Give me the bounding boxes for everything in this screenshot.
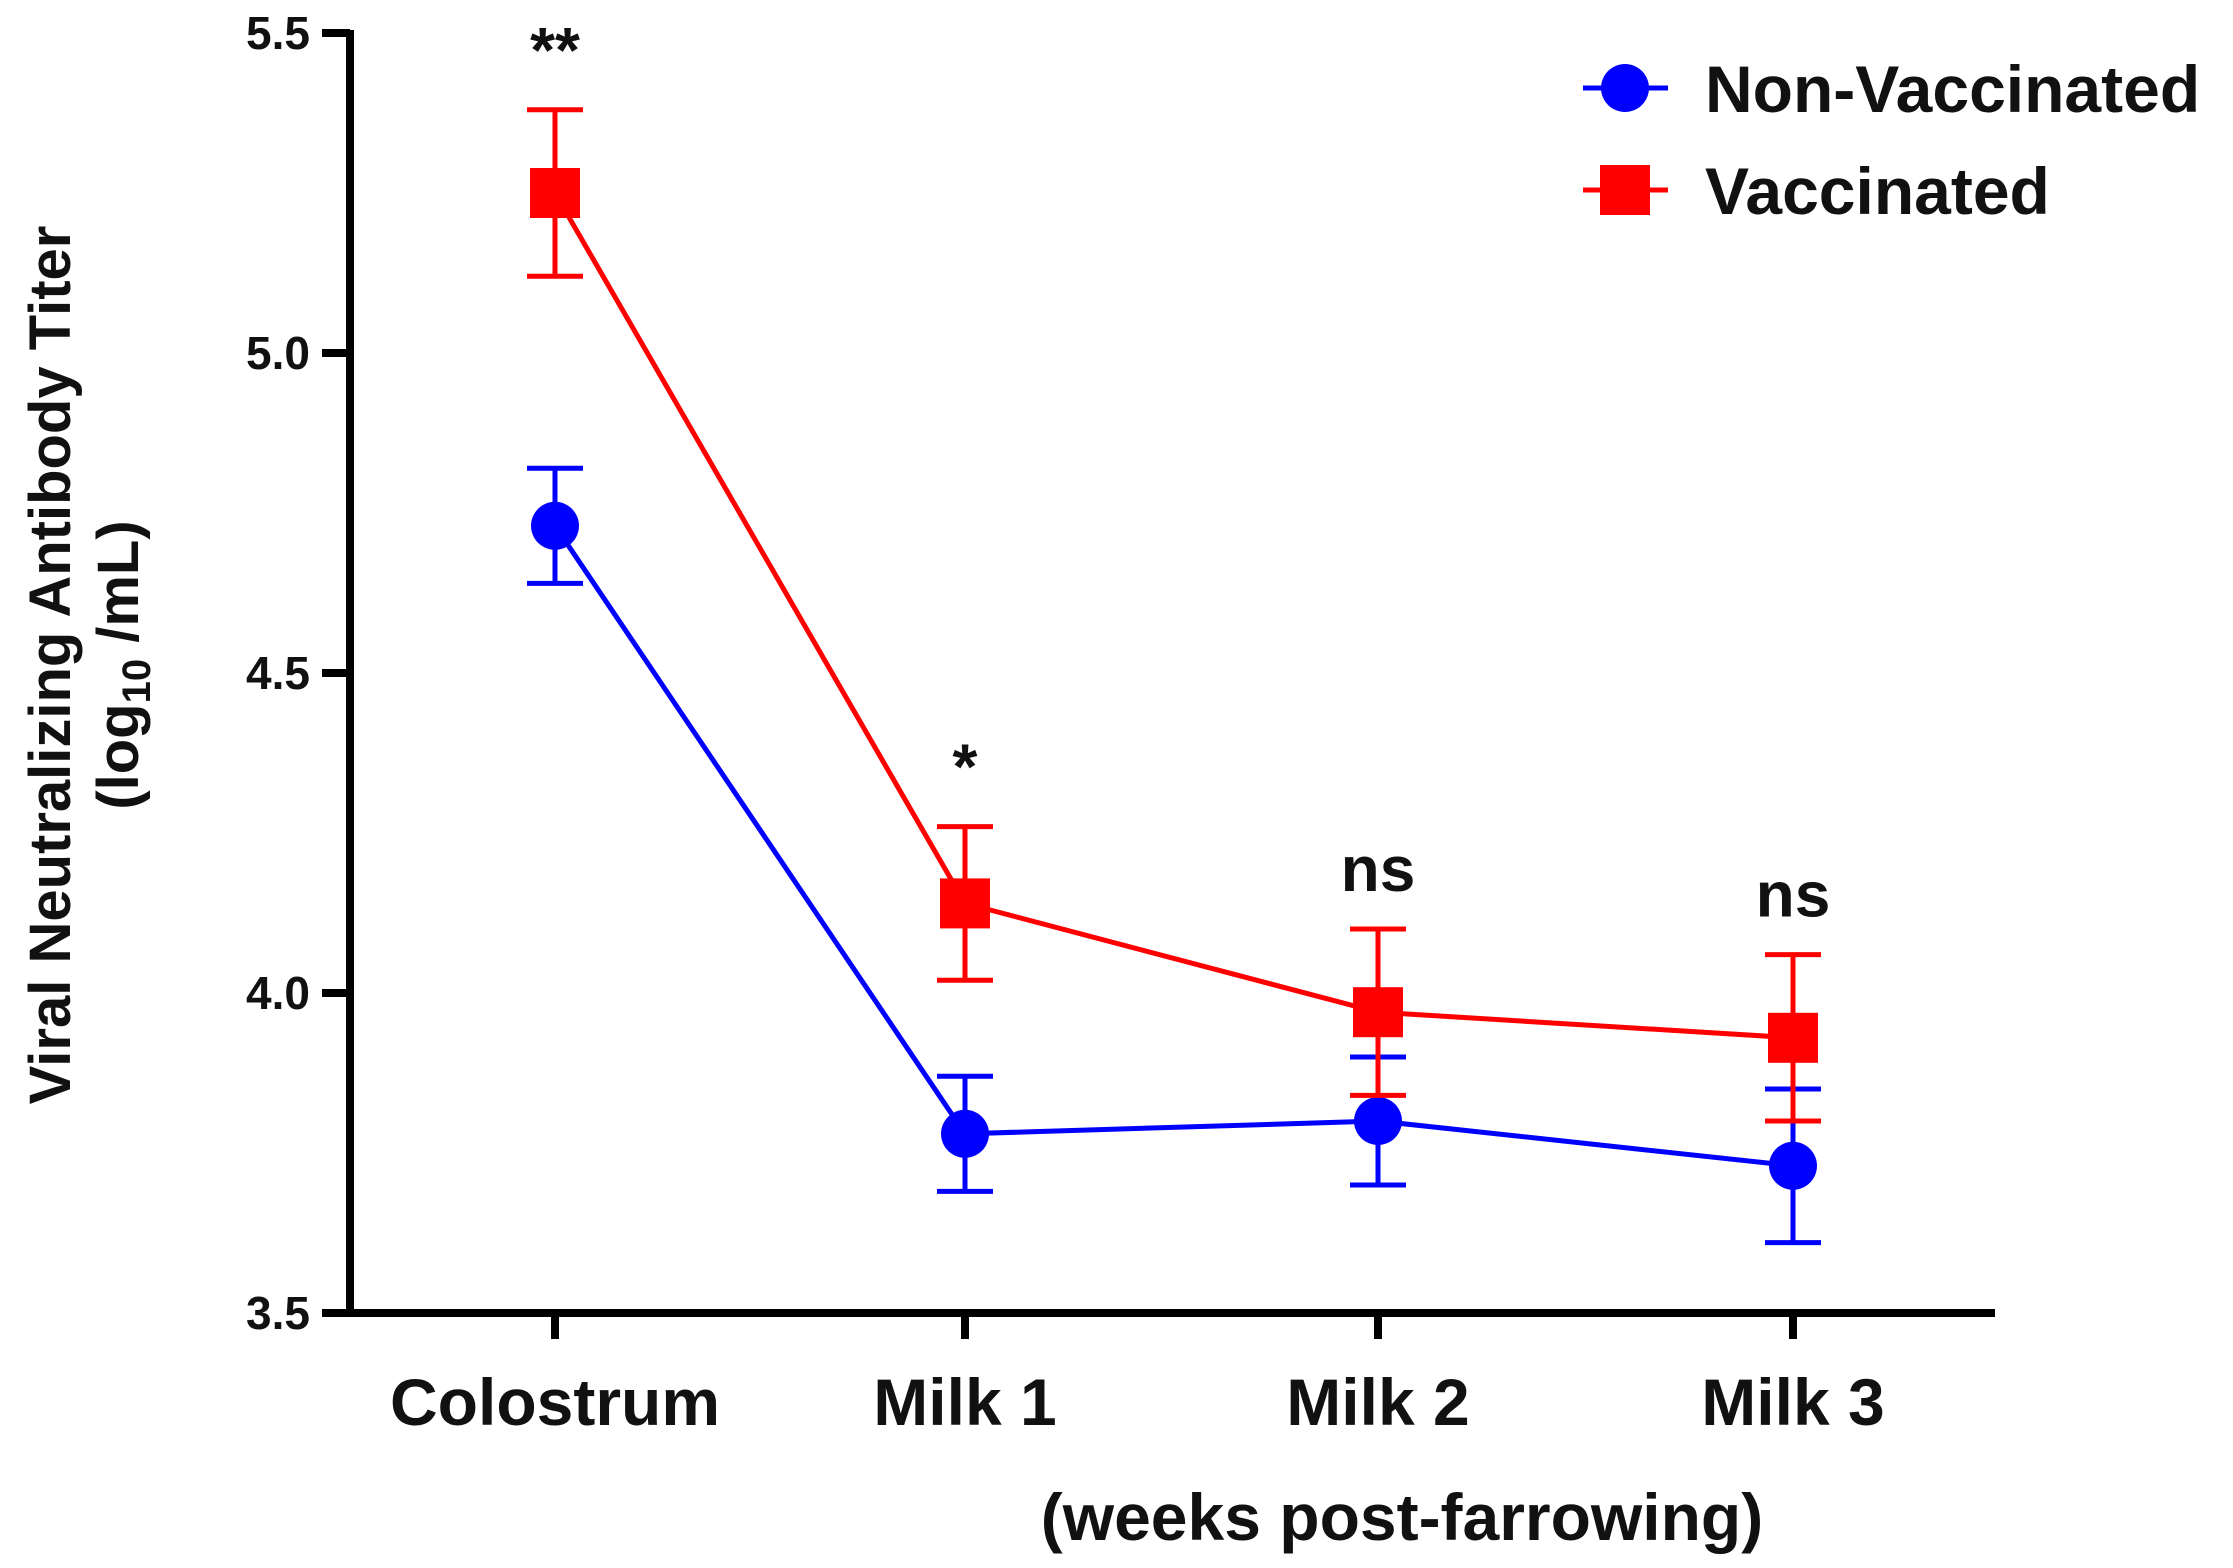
y-tick-label: 5.5 [246, 7, 310, 59]
series-vaccinated [527, 107, 1821, 1124]
data-point [1353, 987, 1403, 1038]
legend-marker [1600, 165, 1650, 215]
y-axis-label-suffix: /mL) [86, 520, 151, 659]
data-point [530, 168, 580, 218]
significance-label: ** [530, 14, 580, 86]
legend: Non-Vaccinated Vaccinated [1583, 52, 2200, 228]
significance-label: ns [1756, 859, 1831, 931]
legend-label: Non-Vaccinated [1705, 52, 2200, 126]
y-ticks: 3.5 4.0 4.5 5.0 5.5 [246, 7, 350, 1339]
y-axis-label-prefix: (log [86, 703, 151, 809]
data-point [1769, 1141, 1817, 1190]
series-group [527, 107, 1821, 1246]
x-tick-label: Milk 1 [873, 1365, 1056, 1439]
legend-entry: Non-Vaccinated [1583, 52, 2200, 126]
data-point [940, 878, 990, 929]
series-non-vaccinated [527, 465, 1821, 1246]
y-tick-label: 5.0 [246, 327, 310, 379]
y-axis-label-line1: Viral Neutralizing Antibody Titer [18, 226, 83, 1105]
x-tick-label: Colostrum [390, 1365, 720, 1439]
legend-entry: Vaccinated [1583, 154, 2050, 228]
significance-annotations: ***ns ns [530, 14, 1830, 931]
x-axis-label: (weeks post-farrowing) [1041, 1480, 1763, 1554]
y-tick-label: 4.0 [246, 967, 310, 1019]
y-tick-label: 3.5 [246, 1287, 310, 1339]
data-point [941, 1109, 989, 1158]
legend-marker [1601, 64, 1649, 112]
data-point [1354, 1097, 1402, 1145]
y-axis-label-subscript: 10 [115, 659, 159, 704]
data-point [1768, 1012, 1818, 1063]
data-point [531, 501, 579, 550]
significance-label: * [953, 731, 978, 803]
y-tick-label: 4.5 [246, 647, 310, 699]
series-line [552, 191, 1794, 1041]
legend-label: Vaccinated [1705, 154, 2050, 228]
x-tick-label: Milk 3 [1701, 1365, 1884, 1439]
significance-label: ns [1341, 833, 1416, 905]
series-line [552, 524, 1794, 1169]
x-tick-label: Milk 2 [1286, 1365, 1469, 1439]
x-categories: Colostrum Milk 1 Milk 2 Milk 3 [390, 1313, 1885, 1439]
y-axis-label-line2: (log10 /mL) [86, 520, 159, 809]
